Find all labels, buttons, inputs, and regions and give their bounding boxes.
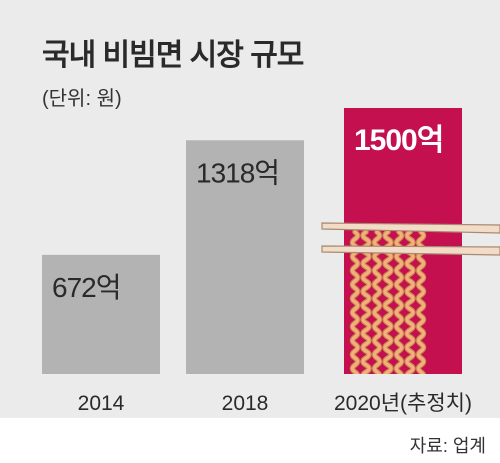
value-label: 1318억 <box>196 157 279 188</box>
bar-2014 <box>42 254 160 374</box>
bar-chart: 672억 2014 1318억 2018 1500억 2020년(추정치) <box>42 108 500 415</box>
value-label: 1500억 <box>354 124 443 157</box>
x-tick-label: 2014 <box>78 392 125 415</box>
chart-title: 국내 비빔면 시장 규모 <box>42 39 304 72</box>
chopsticks-noodles-icon <box>321 222 500 374</box>
x-tick-label: 2018 <box>222 392 269 415</box>
bar-2018 <box>186 140 304 374</box>
labels-group: 672억 2014 1318억 2018 1500억 2020년(추정치) <box>52 124 472 415</box>
unit-note: (단위: 원) <box>42 88 122 110</box>
source-note: 자료: 업계 <box>409 436 486 456</box>
noodle-strands <box>349 229 427 374</box>
value-label: 672억 <box>52 272 120 303</box>
bars-group <box>42 108 462 374</box>
x-tick-label: 2020년(추정치) <box>334 392 472 415</box>
